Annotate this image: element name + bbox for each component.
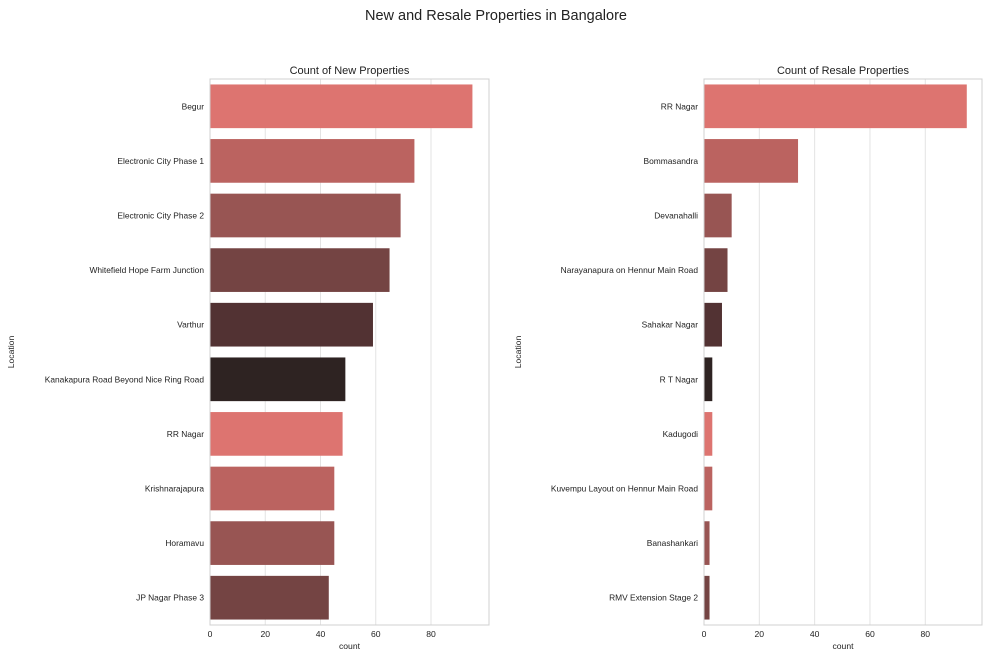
category-label: RMV Extension Stage 2 — [609, 593, 698, 603]
category-label: Whitefield Hope Farm Junction — [89, 265, 204, 275]
x-axis-label: count — [339, 641, 361, 651]
category-label: Kadugodi — [663, 429, 699, 439]
x-tick-label: 0 — [208, 629, 213, 639]
bar — [704, 521, 710, 565]
category-label: RR Nagar — [167, 429, 204, 439]
bar — [704, 466, 713, 511]
bar — [210, 412, 343, 456]
category-label: Electronic City Phase 1 — [117, 156, 204, 166]
category-label: R T Nagar — [660, 374, 699, 384]
x-tick-label: 80 — [921, 629, 931, 639]
x-tick-label: 20 — [260, 629, 270, 639]
bar — [210, 357, 346, 402]
bar — [704, 248, 728, 292]
bar — [210, 302, 373, 347]
category-label: Electronic City Phase 2 — [117, 211, 204, 221]
bar — [704, 357, 713, 402]
x-tick-label: 20 — [755, 629, 765, 639]
figure-title: New and Resale Properties in Bangalore — [365, 8, 627, 24]
bar — [704, 139, 799, 183]
x-tick-label: 40 — [316, 629, 326, 639]
bar — [210, 521, 335, 565]
x-axis-label: count — [832, 641, 854, 651]
category-label: Bommasandra — [644, 156, 699, 166]
bar — [704, 84, 967, 129]
bar — [704, 412, 713, 456]
category-label: RR Nagar — [661, 101, 698, 111]
bar — [210, 139, 415, 183]
new-properties-panel: Begur Electronic City Phase 1 Electronic C… — [6, 65, 490, 651]
bar — [210, 84, 473, 129]
x-tick-label: 40 — [810, 629, 820, 639]
category-label: Narayanapura on Hennur Main Road — [561, 265, 699, 275]
category-label: Horamavu — [165, 538, 204, 548]
x-tick-label: 0 — [702, 629, 707, 639]
chart-title: Count of Resale Properties — [777, 65, 910, 77]
x-tick-label: 60 — [371, 629, 381, 639]
category-label: Krishnarajapura — [145, 484, 204, 494]
category-label: Kuvempu Layout on Hennur Main Road — [551, 484, 698, 494]
plot-frame — [209, 78, 490, 626]
bar — [210, 193, 401, 238]
category-label: Sahakar Nagar — [642, 320, 699, 330]
bar — [704, 193, 732, 238]
plot-frame — [703, 78, 983, 626]
category-label: Varthur — [177, 320, 204, 330]
bar — [210, 575, 329, 620]
bar — [210, 466, 335, 511]
y-axis-label: Location — [6, 336, 16, 369]
bar — [704, 575, 710, 620]
x-tick-label: 60 — [865, 629, 875, 639]
bar — [704, 302, 722, 347]
y-axis-label: Location — [513, 336, 523, 369]
bar — [210, 248, 390, 292]
category-label: Banashankari — [647, 538, 698, 548]
category-label: JP Nagar Phase 3 — [136, 593, 204, 603]
category-label: Kanakapura Road Beyond Nice Ring Road — [45, 374, 205, 384]
category-label: Devanahalli — [654, 211, 698, 221]
resale-properties-panel: RR Nagar Bommasandra Devanahalli Narayanapu… — [513, 65, 983, 651]
x-tick-label: 80 — [426, 629, 436, 639]
category-label: Begur — [182, 101, 205, 111]
chart-title: Count of New Properties — [290, 65, 410, 77]
